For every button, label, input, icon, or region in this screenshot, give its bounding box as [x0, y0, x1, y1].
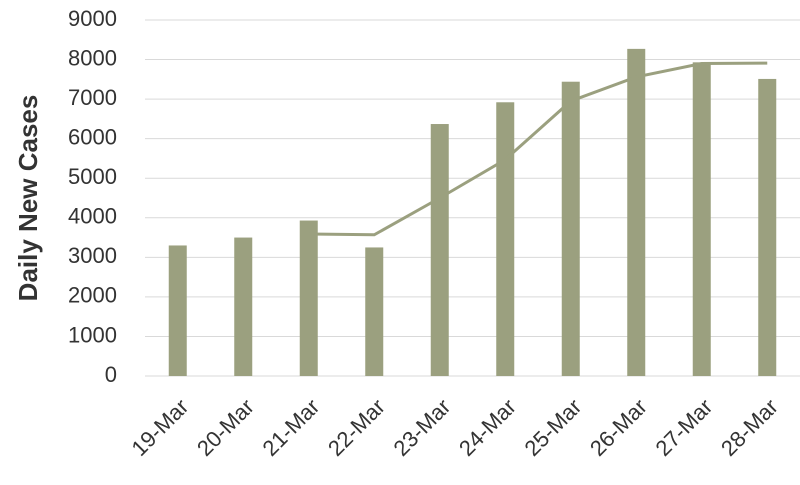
- line: [308, 61, 768, 237]
- y-tick-label: 6000: [68, 124, 117, 149]
- bar: [561, 81, 580, 376]
- y-tick-label: 0: [105, 362, 117, 387]
- x-tick-label: 20-Mar: [192, 394, 259, 461]
- y-tick-label: 7000: [68, 85, 117, 110]
- x-tick-label: 23-Mar: [388, 394, 455, 461]
- bar: [758, 78, 777, 376]
- bar: [692, 62, 711, 377]
- y-tick-label: 2000: [68, 283, 117, 308]
- bar: [496, 102, 515, 376]
- y-tick-label: 8000: [68, 45, 117, 70]
- x-tick-label: 27-Mar: [650, 394, 717, 461]
- y-tick-label: 3000: [68, 243, 117, 268]
- x-tick-label: 28-Mar: [716, 394, 783, 461]
- y-tick-label: 9000: [68, 6, 117, 31]
- x-tick-label: 22-Mar: [323, 394, 390, 461]
- x-tick-label: 19-Mar: [126, 394, 193, 461]
- x-tick-label: 24-Mar: [454, 394, 521, 461]
- bar: [168, 245, 187, 376]
- bar: [299, 220, 318, 376]
- x-tick-label: 26-Mar: [585, 394, 652, 461]
- y-tick-label: 5000: [68, 164, 117, 189]
- x-tick-label: 21-Mar: [257, 394, 324, 461]
- bar: [627, 48, 646, 377]
- bar: [234, 237, 253, 376]
- x-tick-label: 25-Mar: [519, 394, 586, 461]
- bar: [365, 247, 384, 376]
- y-tick-label: 4000: [68, 204, 117, 229]
- y-axis-label: Daily New Cases: [13, 95, 43, 302]
- bar: [430, 124, 449, 376]
- y-tick-label: 1000: [68, 322, 117, 347]
